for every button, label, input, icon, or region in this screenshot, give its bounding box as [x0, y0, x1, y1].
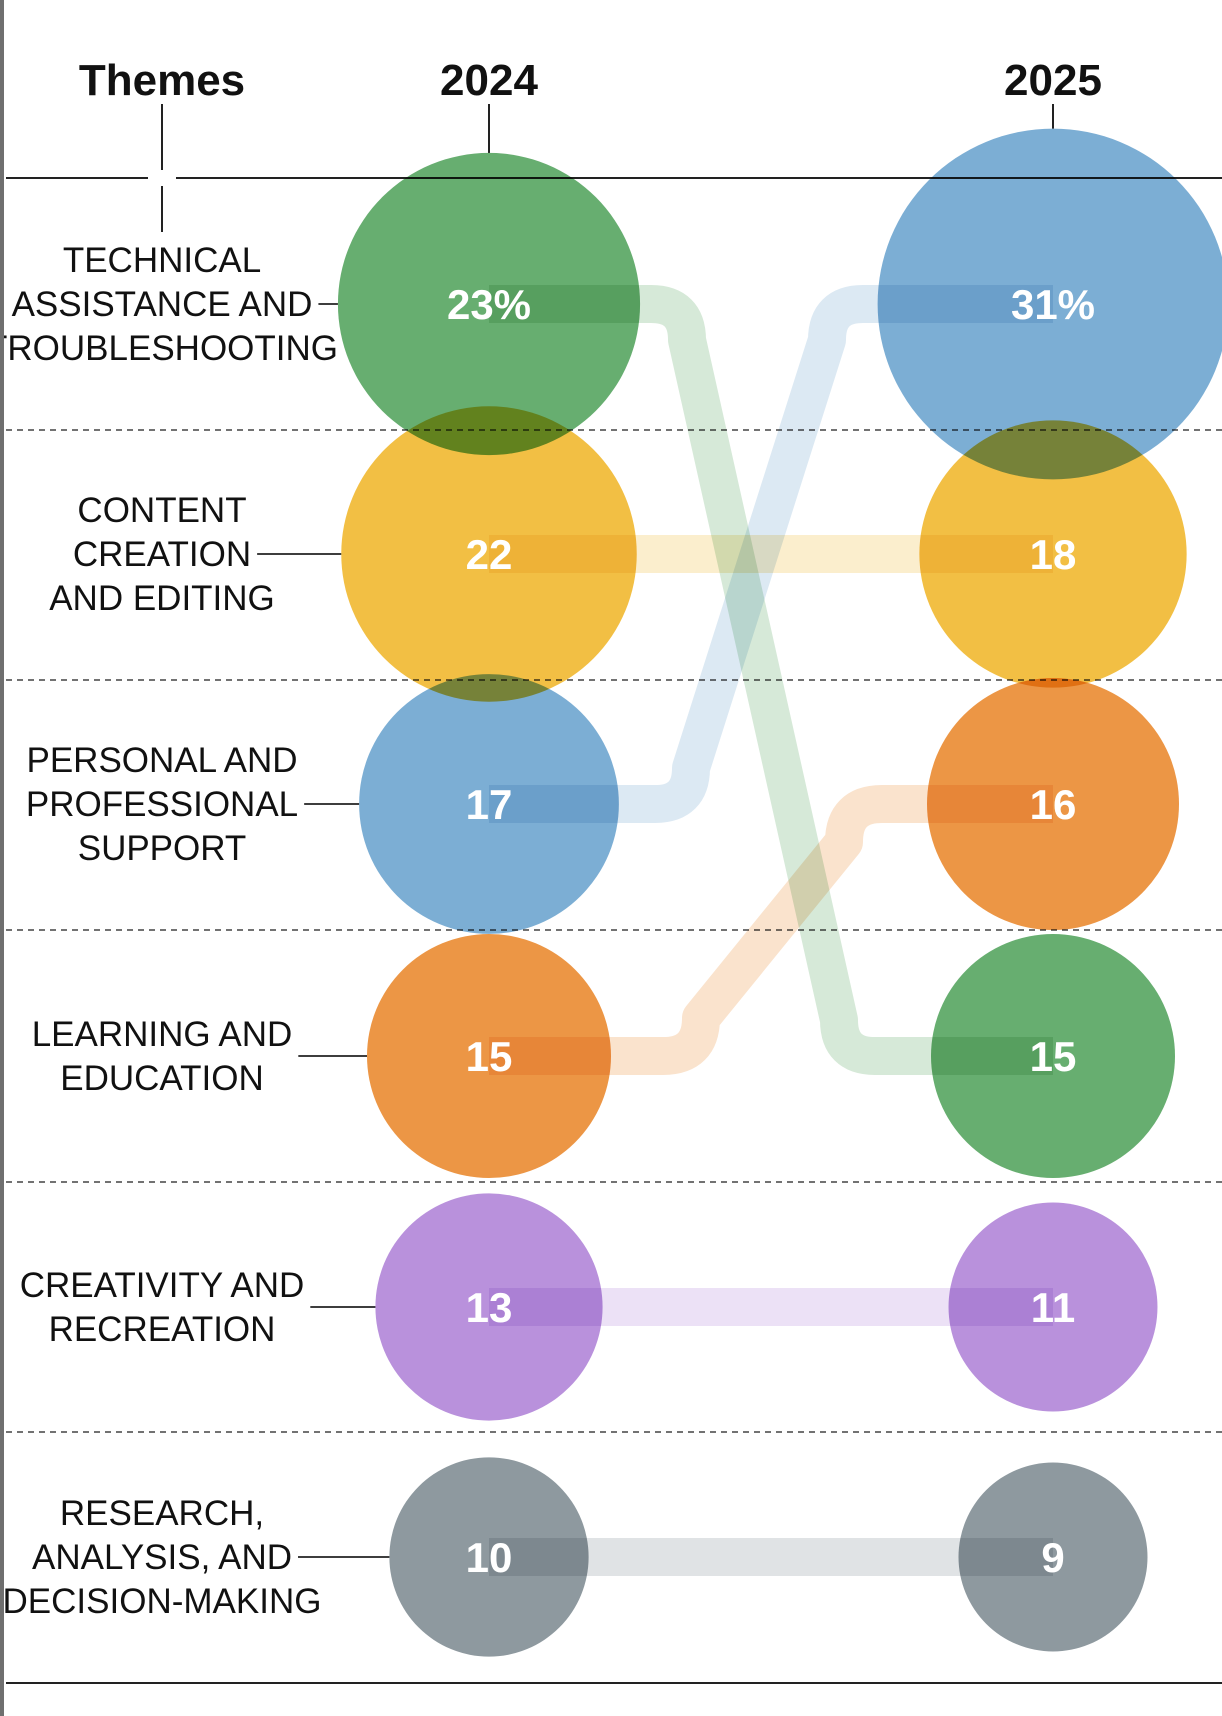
theme-label-technical: TECHNICAL ASSISTANCE AND TROUBLESHOOTING: [0, 241, 338, 368]
value-label-2024-research: 10: [466, 1534, 513, 1581]
chart-left-border: [0, 0, 4, 1716]
theme-label-research: RESEARCH, ANALYSIS, AND DECISION-MAKING: [3, 1494, 390, 1621]
theme-label-line: AND EDITING: [49, 579, 275, 618]
theme-label-line: LEARNING AND: [32, 1015, 293, 1054]
bubble-2024-creativity: [375, 1193, 603, 1421]
theme-label-line: ANALYSIS, AND: [32, 1538, 292, 1577]
theme-label-line: SUPPORT: [78, 829, 247, 868]
bubble-2025-content: [919, 420, 1187, 688]
value-label-2024-creativity: 13: [466, 1284, 513, 1331]
value-label-2025-research: 9: [1041, 1534, 1064, 1581]
bubble-2025-technical: [931, 934, 1175, 1178]
theme-label-line: EDUCATION: [60, 1059, 264, 1098]
theme-label-line: RECREATION: [49, 1310, 276, 1349]
value-label-2024-learning: 15: [466, 1033, 513, 1080]
theme-label-line: PROFESSIONAL: [26, 785, 298, 824]
themes-rule-gap: [148, 170, 176, 186]
bubble-2024-personal: [359, 674, 619, 934]
theme-label-line: TROUBLESHOOTING: [0, 329, 338, 368]
bubble-2025-personal: [877, 128, 1222, 480]
header-layer: Themes 2024 2025: [79, 56, 1102, 232]
bubble-2025-learning: [927, 678, 1179, 930]
value-label-2025-technical: 15: [1030, 1033, 1077, 1080]
ribbon-personal: [489, 285, 1053, 823]
bubble-2025-creativity: [948, 1202, 1158, 1412]
theme-label-layer: TECHNICAL ASSISTANCE AND TROUBLESHOOTING CO…: [0, 241, 390, 1621]
theme-label-learning: LEARNING AND EDUCATION: [32, 1015, 368, 1098]
theme-label-line: CREATIVITY AND: [20, 1266, 305, 1305]
value-label-2025-creativity: 11: [1031, 1284, 1075, 1331]
theme-label-line: CONTENT: [77, 491, 246, 530]
value-label-2024-content: 22: [466, 531, 513, 578]
theme-label-line: CREATION: [73, 535, 251, 574]
value-label-2025-personal: 31%: [1011, 281, 1095, 328]
theme-label-line: ASSISTANCE AND: [12, 285, 313, 324]
theme-label-line: TECHNICAL: [63, 241, 261, 280]
bubble-2024-learning: [367, 934, 611, 1178]
theme-label-creativity: CREATIVITY AND RECREATION: [20, 1266, 376, 1349]
ribbon-technical: [489, 285, 1053, 1075]
value-label-2024-technical: 23%: [447, 281, 531, 328]
theme-label-content: CONTENT CREATION AND EDITING: [49, 491, 342, 618]
theme-label-line: RESEARCH,: [60, 1494, 264, 1533]
year-2025-header: 2025: [1004, 56, 1102, 105]
bubble-2024-technical: [337, 152, 641, 456]
value-label-2025-learning: 16: [1030, 781, 1077, 828]
theme-label-personal: PERSONAL AND PROFESSIONAL SUPPORT: [26, 741, 360, 868]
theme-label-line: DECISION-MAKING: [3, 1582, 322, 1621]
year-2024-header: 2024: [440, 56, 538, 105]
value-label-2025-content: 18: [1030, 531, 1077, 578]
bubble-2024-research: [389, 1457, 589, 1657]
theme-label-line: PERSONAL AND: [26, 741, 297, 780]
ribbon-learning: [489, 785, 1053, 1075]
themes-header: Themes: [79, 56, 245, 105]
value-label-2024-personal: 17: [466, 781, 513, 828]
circle-layer: 23% 15 22 18 17 31% 15 16 13 11 10 9: [337, 128, 1222, 1657]
bubble-2025-research: [958, 1462, 1148, 1652]
bubble-2024-content: [341, 406, 637, 702]
